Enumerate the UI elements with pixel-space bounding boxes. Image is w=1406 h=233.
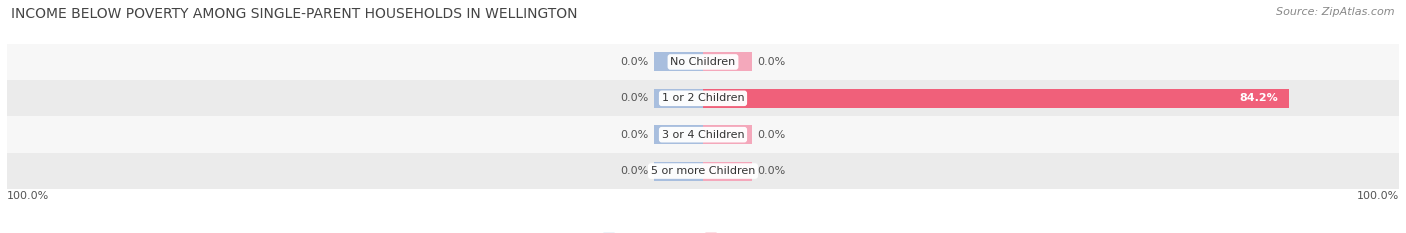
Bar	[654, 89, 703, 108]
Text: 0.0%: 0.0%	[620, 57, 648, 67]
Bar	[703, 125, 752, 144]
Text: 84.2%: 84.2%	[1240, 93, 1278, 103]
Bar	[7, 80, 1399, 116]
Bar	[7, 153, 1399, 189]
Text: 0.0%: 0.0%	[758, 57, 786, 67]
Text: 3 or 4 Children: 3 or 4 Children	[662, 130, 744, 140]
Text: 0.0%: 0.0%	[620, 166, 648, 176]
Bar	[703, 89, 1289, 108]
Bar	[7, 116, 1399, 153]
Text: 100.0%: 100.0%	[7, 191, 49, 201]
Bar	[654, 52, 703, 71]
Text: 1 or 2 Children: 1 or 2 Children	[662, 93, 744, 103]
Text: 0.0%: 0.0%	[620, 130, 648, 140]
Bar	[703, 162, 752, 181]
Text: 0.0%: 0.0%	[620, 93, 648, 103]
Bar	[7, 44, 1399, 80]
Text: 100.0%: 100.0%	[1357, 191, 1399, 201]
Bar	[654, 125, 703, 144]
Text: 0.0%: 0.0%	[758, 130, 786, 140]
Text: Source: ZipAtlas.com: Source: ZipAtlas.com	[1277, 7, 1395, 17]
Bar	[654, 162, 703, 181]
Bar	[703, 52, 752, 71]
Text: 5 or more Children: 5 or more Children	[651, 166, 755, 176]
Text: No Children: No Children	[671, 57, 735, 67]
Legend: Single Father, Single Mother: Single Father, Single Mother	[599, 228, 807, 233]
Text: 0.0%: 0.0%	[758, 166, 786, 176]
Text: INCOME BELOW POVERTY AMONG SINGLE-PARENT HOUSEHOLDS IN WELLINGTON: INCOME BELOW POVERTY AMONG SINGLE-PARENT…	[11, 7, 578, 21]
